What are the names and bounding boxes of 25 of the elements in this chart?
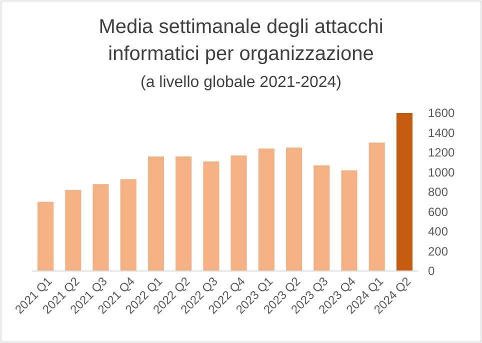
- y-tick-label: 600: [428, 204, 448, 219]
- y-tick-label: 800: [428, 185, 448, 200]
- y-tick-label: 200: [428, 244, 448, 258]
- bar: [38, 202, 54, 271]
- y-tick-label: 1200: [428, 146, 456, 160]
- y-tick-label: 0: [428, 264, 435, 278]
- bar: [286, 148, 302, 271]
- bar: [368, 142, 385, 271]
- bar: [230, 155, 247, 271]
- bar: [120, 179, 136, 271]
- bar: [341, 170, 358, 271]
- y-tick-label: 400: [428, 224, 448, 239]
- bar: [176, 156, 192, 271]
- chart-title: Media settimanale degli attacchi informatici per organizzazione: [98, 16, 384, 65]
- bar: [148, 156, 164, 271]
- bar: [396, 113, 412, 271]
- bar: [203, 161, 220, 271]
- bar: [258, 148, 274, 271]
- bar: [92, 184, 109, 271]
- y-tick-label: 1600: [428, 106, 456, 120]
- chart-subtitle: (a livello globale 2021-2024): [140, 74, 342, 91]
- y-tick-label: 1000: [428, 165, 456, 180]
- bar: [314, 165, 330, 271]
- y-tick-label: 1400: [428, 126, 456, 140]
- bar: [65, 190, 82, 271]
